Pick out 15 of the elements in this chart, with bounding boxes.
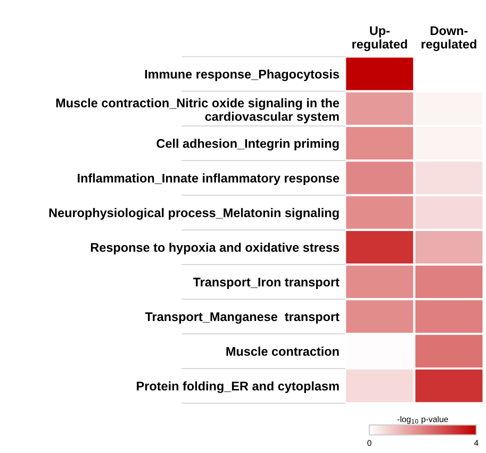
x-tick-label: Down- regulated [422, 26, 476, 52]
color-bar-label: 4 [474, 440, 478, 446]
y-tick-label: Inflammation_Innate inflammatory response [78, 173, 340, 186]
y-tick-label: Transport_Manganese transport [145, 312, 340, 324]
y-tick-label: Cell adhesion_Integrin priming [156, 138, 339, 150]
x-tick-label: Up- regulated [352, 26, 407, 52]
y-tick-label: Protein folding_ER and cytoplasm [136, 381, 339, 394]
y-tick-label: Transport_Iron transport [193, 278, 340, 289]
y-tick-label: Muscle contraction_Nitric oxide signaling in the cardiovascular system [56, 98, 340, 124]
color-bar-label: 0 [367, 440, 372, 446]
y-tick-label: Immune response_Phagocytosis [145, 69, 340, 82]
y-tick-label: Muscle contraction [226, 346, 339, 356]
color-bar-title: -log$_{10}$ p-value [398, 416, 448, 424]
y-tick-label: Neurophysiological process_Melatonin signaling [49, 208, 339, 220]
y-tick-label: Response to hypoxia and oxidative stress [90, 242, 340, 254]
